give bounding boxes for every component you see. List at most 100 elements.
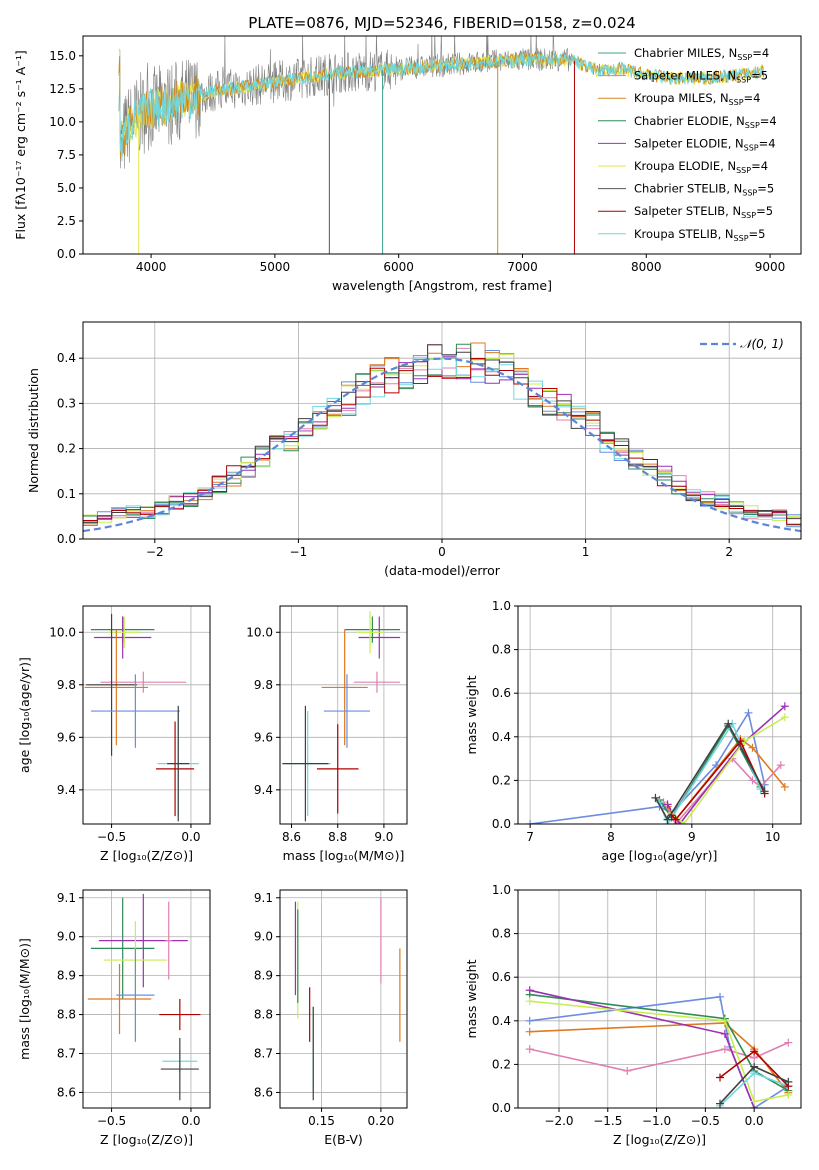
weight-marker — [780, 702, 789, 711]
x-axis-label: Z [log₁₀(Z/Z⊙)] — [100, 1132, 193, 1147]
y-tick-label: 8.9 — [254, 969, 273, 983]
x-tick-label: 6000 — [383, 260, 414, 274]
x-tick-label: 8 — [607, 830, 615, 844]
y-tick-label: 0.8 — [492, 643, 511, 657]
y-tick-label: 1.0 — [492, 599, 511, 613]
weight-marker — [526, 820, 535, 824]
y-tick-label: 15.0 — [49, 49, 76, 63]
weight-line-blue — [529, 710, 766, 824]
x-tick-label: 7000 — [507, 260, 538, 274]
weight-marker — [679, 820, 688, 824]
legend-entry: Salpeter MILES, NSSP=5 — [634, 69, 768, 85]
y-tick-label: 0.0 — [492, 817, 511, 831]
x-tick-label: 9000 — [755, 260, 786, 274]
axes-frame — [517, 605, 802, 825]
y-tick-label: 0.1 — [57, 487, 76, 501]
weight-marker — [663, 815, 672, 824]
y-axis-label: age [log₁₀(age/yr)] — [17, 657, 32, 773]
y-tick-label: 0.6 — [492, 686, 511, 700]
y-tick-label: 9.8 — [57, 678, 76, 692]
x-axis-label: age [log₁₀(age/yr)] — [602, 848, 718, 863]
x-tick-label: 4000 — [136, 260, 167, 274]
y-axis-label: mass weight — [464, 959, 479, 1038]
weight-marker — [750, 1047, 759, 1056]
y-tick-label: 10.0 — [49, 115, 76, 129]
weight-line-orange — [529, 1022, 789, 1094]
x-tick-label: 5000 — [260, 260, 291, 274]
weight-marker — [623, 1066, 632, 1075]
panel-spectrum: 4000 5000 6000 7000 8000 9000 0.0 2.5 5.0 7.5 10.0… — [13, 35, 802, 293]
y-tick-label: 1.0 — [492, 883, 511, 897]
x-tick-label: 10 — [765, 830, 780, 844]
y-tick-label: 9.0 — [57, 930, 76, 944]
legend-entry: 𝒩(0, 1) — [740, 337, 784, 351]
x-tick-label: 0.0 — [181, 1114, 200, 1128]
y-tick-label: 9.8 — [254, 678, 273, 692]
x-axis-label: wavelength [Angstrom, rest frame] — [332, 278, 552, 293]
plot-area — [525, 986, 793, 1108]
weight-marker — [744, 708, 753, 717]
x-tick-label: 2 — [725, 545, 733, 559]
legend: Chabrier MILES, NSSP=4 Salpeter MILES, NS… — [598, 46, 777, 243]
weight-line-dark — [654, 722, 766, 822]
figure-title: PLATE=0876, MJD=52346, FIBERID=0158, z=0… — [248, 14, 635, 32]
weight-line-green — [529, 993, 789, 1092]
x-axis-label: Z [log₁₀(Z/Z⊙)] — [100, 848, 193, 863]
plot-area — [83, 342, 801, 533]
x-tick-label: 0.20 — [368, 1114, 395, 1128]
y-tick-label: 8.7 — [254, 1047, 273, 1061]
weight-marker — [720, 1016, 729, 1025]
plot-area — [282, 611, 401, 822]
x-tick-label: 9 — [688, 830, 696, 844]
y-tick-label: 0.4 — [492, 730, 511, 744]
weight-marker — [784, 1090, 793, 1099]
panel-age_vs_Z: −0.5 0.0 9.4 9.6 9.8 10.0 Z [log₁₀(Z/Z⊙)] age [… — [17, 605, 211, 863]
weight-line-green — [658, 724, 762, 819]
weight-marker — [748, 776, 757, 785]
model-kroupa_miles — [118, 52, 765, 159]
x-axis-label: mass [log₁₀(M/M⊙)] — [283, 848, 405, 863]
legend-entry: Kroupa STELIB, NSSP=5 — [634, 227, 765, 243]
y-tick-label: 9.6 — [57, 730, 76, 744]
y-tick-label: 0.4 — [492, 1014, 511, 1028]
weight-marker — [663, 800, 672, 809]
y-tick-label: 8.7 — [57, 1047, 76, 1061]
weight-marker — [525, 1045, 534, 1054]
y-tick-label: 10.0 — [246, 625, 273, 639]
x-tick-label: 0 — [438, 545, 446, 559]
axes-frame — [279, 605, 408, 825]
weight-marker — [750, 1062, 759, 1071]
weight-marker — [784, 1038, 793, 1047]
y-axis-label: mass [log₁₀(M/M⊙)] — [17, 938, 32, 1060]
histogram-dark — [83, 344, 801, 524]
y-tick-label: 0.0 — [492, 1101, 511, 1115]
legend-entry: Chabrier MILES, NSSP=4 — [634, 46, 769, 62]
y-tick-label: 0.8 — [492, 927, 511, 941]
axes-frame — [82, 35, 802, 255]
plot-area — [294, 897, 401, 1101]
legend-entry: Kroupa MILES, NSSP=4 — [634, 91, 760, 107]
x-tick-label: 0.0 — [745, 1114, 764, 1128]
axes-frame — [517, 889, 802, 1109]
legend-entry: Kroupa ELODIE, NSSP=4 — [634, 159, 768, 175]
x-tick-label: 8000 — [631, 260, 662, 274]
y-tick-label: 8.8 — [57, 1008, 76, 1022]
y-tick-label: 0.2 — [492, 1057, 511, 1071]
weight-marker — [748, 743, 757, 752]
y-tick-label: 0.4 — [57, 351, 76, 365]
y-tick-label: 0.2 — [492, 773, 511, 787]
weight-line-yellowgreen — [671, 716, 786, 824]
weight-marker — [776, 761, 785, 770]
legend-entry: Salpeter STELIB, NSSP=5 — [634, 204, 773, 220]
y-axis-label: mass weight — [464, 675, 479, 754]
plot-area — [87, 893, 201, 1101]
weight-marker — [780, 782, 789, 791]
x-axis-label: Z [log₁₀(Z/Z⊙)] — [613, 1132, 706, 1147]
weight-marker — [720, 1045, 729, 1054]
x-tick-label: −1.5 — [593, 1114, 622, 1128]
y-tick-label: 9.4 — [57, 783, 76, 797]
y-tick-label: 8.6 — [57, 1085, 76, 1099]
x-tick-label: −0.5 — [97, 830, 126, 844]
x-tick-label: 1 — [582, 545, 590, 559]
x-tick-label: 0.15 — [308, 1114, 335, 1128]
